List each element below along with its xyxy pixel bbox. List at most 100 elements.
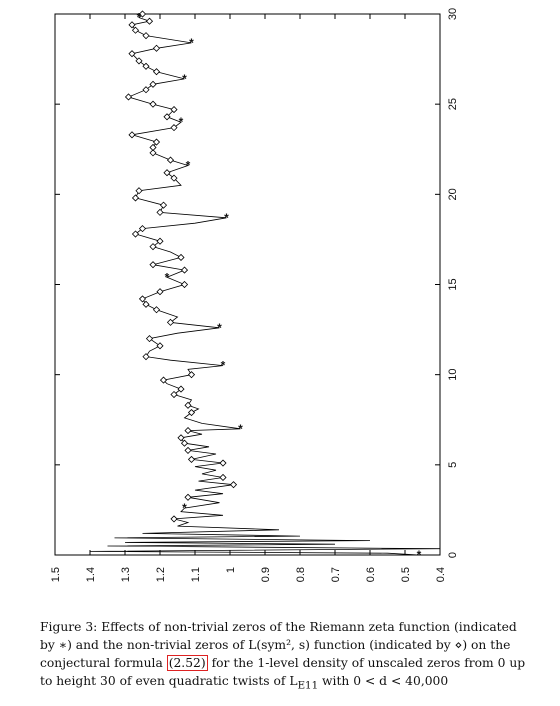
- diamond-marker: [177, 385, 185, 393]
- diamond-marker: [131, 26, 140, 34]
- diamond-marker: [128, 21, 136, 29]
- density-tick-label: 0.8: [295, 567, 307, 582]
- density-series-line: [89, 13, 441, 556]
- diamond-marker: [184, 446, 192, 454]
- diamond-marker: [131, 230, 140, 238]
- star-marker: *: [182, 72, 187, 86]
- star-marker: *: [189, 36, 194, 50]
- diamond-marker: [149, 261, 157, 269]
- diamond-marker: [131, 194, 140, 202]
- diamond-marker: [152, 44, 161, 52]
- density-tick-label: 1.4: [85, 567, 97, 582]
- diamond-marker: [138, 225, 147, 233]
- rotated-line-chart: 1.5 1.4 1.3 1.2 1.1 1 0.9 0.8 0.7 0.6 0.5 0.4 0 5 10 15…: [50, 8, 459, 582]
- diamond-marker: [156, 288, 164, 296]
- diamond-marker: [152, 138, 161, 146]
- star-marker: *: [217, 321, 222, 335]
- diamond-marker: [142, 32, 150, 40]
- diamond-marker: [156, 342, 164, 350]
- diamond-marker: [124, 93, 133, 101]
- star-marker: *: [186, 158, 191, 172]
- diamond-marker: [184, 401, 192, 409]
- diamond-marker: [142, 86, 150, 94]
- diamond-marker: [177, 434, 185, 442]
- density-tick-label: 1.1: [190, 567, 202, 582]
- diamond-marker: [135, 57, 143, 65]
- height-tick-label: 30: [447, 8, 459, 20]
- diamond-marker: [180, 280, 189, 289]
- diamond-marker: [219, 459, 227, 467]
- caption-text-end: with 0 < d < 40,000: [318, 674, 449, 688]
- star-marker: *: [224, 211, 229, 225]
- diamond-marker: [156, 208, 164, 216]
- density-tick-label: 1: [225, 567, 237, 573]
- diamond-marker: [135, 187, 143, 195]
- diamond-marker: [184, 493, 192, 501]
- diamond-marker: [159, 376, 168, 384]
- density-tick-label: 0.9: [260, 567, 272, 582]
- diamond-marker: [187, 408, 196, 417]
- star-marker: *: [165, 270, 170, 284]
- diamond-marker: [152, 68, 161, 76]
- diamond-marker: [128, 131, 136, 139]
- height-tick-label: 5: [447, 462, 459, 468]
- diamond-marker: [149, 143, 157, 152]
- caption-subscript: E11: [297, 679, 319, 692]
- diamond-marker: [142, 300, 150, 308]
- diamond-marker: [138, 10, 147, 18]
- height-tick-label: 25: [447, 98, 459, 110]
- diamond-marker: [149, 100, 157, 108]
- star-marker: *: [137, 11, 142, 25]
- height-tick-label: 0: [447, 552, 459, 558]
- diamond-marker: [170, 106, 178, 114]
- diamond-marker: [128, 50, 136, 58]
- diamond-marker: [163, 113, 171, 121]
- density-tick-label: 0.6: [365, 567, 377, 582]
- density-tick-label: 0.7: [330, 567, 342, 582]
- caption-text: Figure 3: Effects of non-trivial zeros o…: [40, 620, 517, 670]
- height-tick-label: 20: [447, 188, 459, 200]
- equation-reference-link[interactable]: (2.52): [166, 655, 208, 671]
- diamond-marker: [170, 515, 178, 523]
- star-marker: *: [417, 548, 422, 562]
- diamond-marker: [149, 243, 157, 251]
- diamond-marker: [156, 237, 164, 245]
- diamond-marker: [138, 295, 147, 303]
- diamond-marker: [145, 335, 154, 343]
- star-marker: *: [182, 501, 187, 515]
- diamond-marker: [145, 17, 154, 25]
- figure: 1.5 1.4 1.3 1.2 1.1 1 0.9 0.8 0.7 0.6 0.5 0.4 0 5 10 15…: [50, 8, 459, 582]
- diamond-marker: [166, 318, 175, 326]
- figure-caption: Figure 3: Effects of non-trivial zeros o…: [40, 618, 530, 694]
- diamond-marker: [219, 473, 227, 482]
- diamond-marker: [180, 266, 189, 274]
- star-marker: *: [179, 115, 184, 129]
- diamond-marker: [184, 427, 192, 435]
- diamond-marker: [159, 201, 168, 209]
- diamond-marker: [180, 439, 189, 447]
- density-tick-label: 0.4: [435, 567, 447, 582]
- diamond-marker: [170, 390, 178, 399]
- diamond-marker: [149, 149, 157, 157]
- diamond-marker: [152, 306, 161, 314]
- caption-text-tail: for the 1-level density of unscaled zero…: [40, 656, 526, 688]
- diamond-marker: [177, 253, 185, 262]
- diamond-marker: [170, 124, 178, 132]
- diamond-marker: [142, 62, 150, 70]
- density-tick-label: 1.5: [50, 567, 62, 582]
- star-marker: *: [238, 422, 243, 436]
- diamond-marker: [142, 353, 150, 361]
- diamond-marker: [187, 455, 196, 463]
- height-tick-label: 15: [447, 278, 459, 290]
- diamond-marker: [170, 174, 178, 182]
- diamond-marker: [229, 481, 238, 489]
- diamond-marker: [187, 371, 196, 379]
- plot-frame: [54, 13, 441, 556]
- diamond-marker: [166, 156, 175, 164]
- density-tick-label: 1.2: [155, 567, 167, 582]
- diamond-marker: [149, 80, 157, 88]
- height-tick-label: 10: [447, 369, 459, 381]
- star-marker: *: [221, 359, 226, 373]
- density-tick-label: 0.5: [400, 567, 412, 582]
- density-tick-label: 1.3: [120, 567, 132, 582]
